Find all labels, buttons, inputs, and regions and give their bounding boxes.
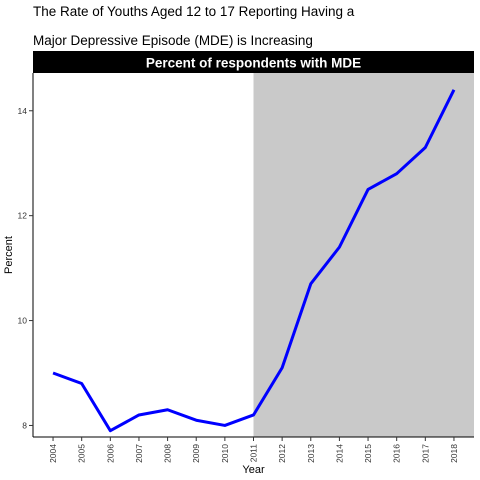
x-tick-label: 2012 [277, 444, 287, 463]
shaded-region [253, 73, 474, 437]
chart-title-line-1: The Rate of Youths Aged 12 to 17 Reporti… [33, 4, 355, 19]
x-tick-label: 2011 [249, 444, 259, 463]
x-tick-label: 2014 [334, 444, 344, 463]
chart-title-line-2: Major Depressive Episode (MDE) is Increa… [33, 33, 313, 48]
x-tick-label: 2007 [134, 444, 144, 463]
x-axis-title: Year [242, 464, 265, 476]
x-tick-label: 2004 [48, 444, 58, 463]
x-tick-label: 2018 [449, 444, 459, 463]
x-tick-label: 2009 [191, 444, 201, 463]
facet-strip [33, 51, 474, 73]
x-tick-label: 2015 [363, 444, 373, 463]
x-tick-label: 2005 [77, 444, 87, 463]
y-tick-label: 14 [18, 106, 28, 116]
x-tick-label: 2017 [420, 444, 430, 463]
x-tick-label: 2008 [163, 444, 173, 463]
y-tick-label: 12 [18, 211, 28, 221]
y-axis-title: Percent [3, 236, 15, 274]
x-tick-label: 2010 [220, 444, 230, 463]
x-tick-label: 2013 [306, 444, 316, 463]
x-tick-label: 2006 [105, 444, 115, 463]
y-tick-label: 8 [22, 420, 27, 430]
x-tick-label: 2016 [392, 444, 402, 463]
facet-strip-label: Percent of respondents with MDE [146, 56, 361, 71]
y-tick-label: 10 [18, 316, 28, 326]
